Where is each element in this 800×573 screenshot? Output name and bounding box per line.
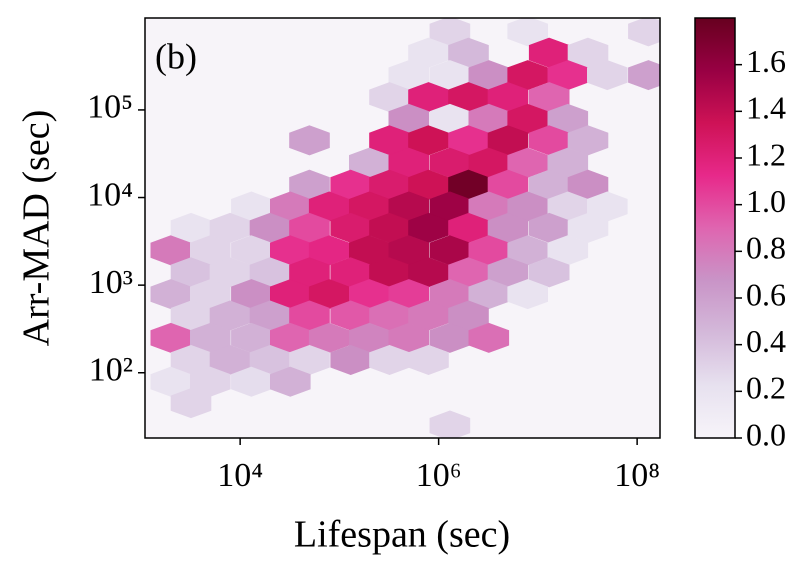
hex-cell <box>628 18 660 47</box>
y-tick-label: 10³ <box>89 264 133 301</box>
hex-cell <box>408 344 449 376</box>
hex-cell <box>567 212 609 243</box>
colorbar <box>694 17 736 439</box>
hex-cell <box>289 125 330 156</box>
colorbar-tick-label: 1.2 <box>746 136 786 172</box>
y-tick-label: 10⁴ <box>87 176 133 213</box>
hex-cell <box>468 322 510 353</box>
hex-cell <box>170 388 212 419</box>
y-axis-label: Arr-MAD (sec) <box>16 110 58 347</box>
colorbar-tick-label: 0.0 <box>746 416 786 452</box>
colorbar-tick-label: 1.6 <box>746 43 786 79</box>
y-tick-label: 10² <box>89 352 133 389</box>
colorbar-tick-label: 1.4 <box>746 90 786 126</box>
colorbar-tick-label: 0.6 <box>746 276 786 312</box>
x-tick-label: 10⁴ <box>217 457 263 494</box>
hex-cell <box>528 257 570 288</box>
hex-cell <box>586 60 628 91</box>
hex-cell <box>507 279 549 310</box>
plot-frame <box>144 17 661 439</box>
colorbar-tick-label: 1.0 <box>746 183 786 219</box>
hexbin-cells <box>150 18 660 438</box>
x-axis-label: Lifespan (sec) <box>294 514 510 556</box>
hex-cell <box>507 18 549 47</box>
colorbar-tick-label: 0.4 <box>746 323 786 359</box>
colorbar-tick-label: 0.2 <box>746 370 786 406</box>
colorbar-tick-label: 0.8 <box>746 230 786 266</box>
hex-cell <box>628 60 660 91</box>
hex-cell <box>429 410 471 438</box>
x-tick-label: 10⁸ <box>614 457 660 494</box>
hex-cell <box>567 125 609 156</box>
y-tick-label: 10⁵ <box>87 89 133 126</box>
hex-cell <box>269 366 311 397</box>
x-tick-label: 10⁶ <box>416 457 462 494</box>
panel-annotation: (b) <box>155 36 197 76</box>
